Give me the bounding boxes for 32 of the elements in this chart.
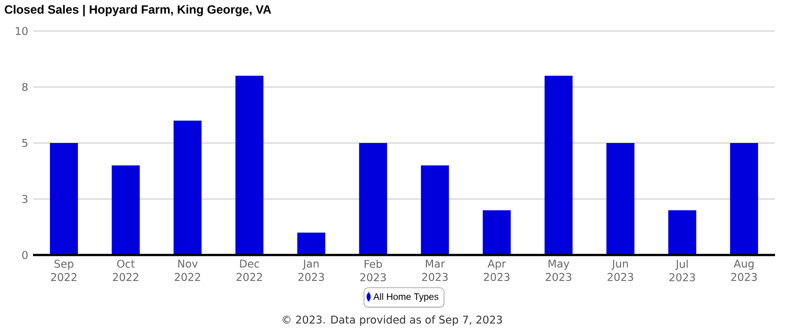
x-tick-label: Nov 2022 <box>174 260 200 281</box>
x-tick-label: Aug 2023 <box>731 260 757 281</box>
bar <box>544 76 573 255</box>
bar <box>112 165 140 255</box>
chart-title: Closed Sales | Hopyard Farm, King George, VA <box>4 4 272 16</box>
x-tick-label: Jul 2023 <box>669 260 695 282</box>
y-tick-label: 0 <box>22 250 28 260</box>
x-tick-label: Mar 2023 <box>422 260 448 281</box>
bar <box>297 232 326 255</box>
x-tick-label: May 2023 <box>546 260 572 281</box>
x-tick-label: Jan 2023 <box>298 260 324 281</box>
text: © 2023. Data provided as of Sep 7, 2023 <box>282 315 502 326</box>
y-tick-label: 8 <box>22 82 28 92</box>
y-tick-label: 5 <box>22 139 28 147</box>
bar <box>668 210 696 255</box>
x-tick-label: Oct 2022 <box>112 260 138 282</box>
bar <box>482 210 511 255</box>
bar <box>359 143 388 255</box>
y-tick-label: 10 <box>16 26 28 36</box>
y-tick-label: 3 <box>22 194 28 204</box>
bar <box>420 165 449 255</box>
bar <box>174 120 202 255</box>
bar <box>606 143 634 255</box>
bar <box>50 143 78 255</box>
x-tick-label: Dec 2022 <box>236 260 262 281</box>
x-tick-label: Jun 2023 <box>608 260 634 281</box>
x-tick-label: Sep 2022 <box>51 260 76 282</box>
bar <box>730 143 758 255</box>
bar <box>235 76 264 255</box>
x-tick-label: Apr 2023 <box>484 260 510 281</box>
legend-label: All Home Types <box>373 293 438 302</box>
x-tick-label: Feb 2023 <box>360 260 386 282</box>
